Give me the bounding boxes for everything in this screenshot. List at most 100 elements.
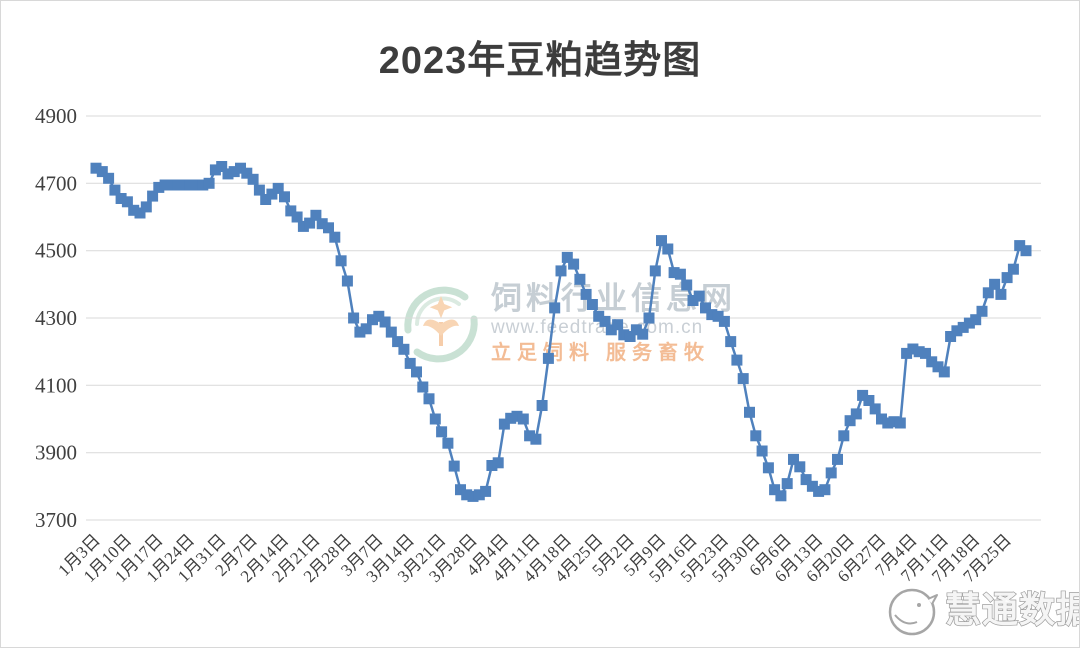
data-point-marker bbox=[599, 315, 611, 327]
data-point-marker bbox=[279, 191, 290, 203]
data-point-marker bbox=[938, 366, 950, 378]
data-point-marker bbox=[373, 310, 385, 322]
data-point-marker bbox=[209, 164, 221, 176]
data-point-marker bbox=[706, 309, 718, 321]
data-point-marker bbox=[668, 267, 680, 279]
y-tick-label: 4900 bbox=[35, 104, 77, 128]
data-point-marker bbox=[656, 235, 667, 247]
data-point-marker bbox=[813, 485, 825, 497]
data-point-marker bbox=[140, 201, 152, 213]
data-point-marker bbox=[700, 302, 711, 314]
y-tick-label: 4500 bbox=[35, 239, 77, 263]
data-point-marker bbox=[367, 314, 378, 326]
data-point-marker bbox=[354, 326, 366, 338]
data-point-marker bbox=[115, 193, 127, 204]
data-point-marker bbox=[266, 188, 278, 200]
data-point-marker bbox=[624, 331, 636, 342]
data-point-marker bbox=[850, 408, 862, 420]
data-point-marker bbox=[247, 173, 259, 185]
data-point-marker bbox=[832, 453, 843, 465]
chart-title: 2023年豆粕趋势图 bbox=[378, 40, 702, 82]
data-point-marker bbox=[335, 255, 347, 267]
data-point-marker bbox=[228, 166, 240, 178]
data-point-marker bbox=[542, 352, 554, 364]
data-point-marker bbox=[461, 489, 473, 501]
data-point-marker bbox=[926, 356, 938, 368]
data-point-marker bbox=[913, 346, 925, 358]
data-point-marker bbox=[888, 416, 900, 428]
data-point-marker bbox=[285, 205, 297, 217]
data-point-marker bbox=[976, 305, 988, 317]
data-point-marker bbox=[316, 218, 328, 230]
data-point-marker bbox=[800, 474, 812, 486]
data-point-marker bbox=[109, 184, 121, 196]
data-point-marker bbox=[505, 412, 517, 424]
data-point-marker bbox=[323, 222, 334, 234]
data-point-marker bbox=[329, 231, 341, 243]
data-point-marker bbox=[203, 177, 215, 189]
data-point-marker bbox=[442, 437, 454, 449]
data-point-marker bbox=[882, 417, 894, 429]
data-point-marker bbox=[561, 251, 573, 263]
data-point-marker bbox=[1001, 272, 1013, 284]
data-point-marker bbox=[147, 190, 159, 202]
data-point-marker bbox=[737, 373, 749, 385]
data-point-marker bbox=[744, 406, 755, 418]
data-point-marker bbox=[184, 179, 196, 191]
data-point-marker bbox=[951, 325, 963, 337]
data-point-marker bbox=[945, 331, 957, 342]
data-point-marker bbox=[272, 182, 284, 194]
data-point-marker bbox=[920, 347, 931, 359]
data-point-marker bbox=[932, 361, 944, 373]
data-point-marker bbox=[348, 312, 360, 324]
data-point-marker bbox=[963, 317, 975, 329]
gridlines bbox=[86, 115, 1041, 521]
data-point-marker bbox=[159, 179, 171, 191]
data-point-marker bbox=[863, 395, 875, 406]
data-point-marker bbox=[467, 490, 479, 502]
data-point-marker bbox=[511, 410, 523, 422]
data-point-marker bbox=[756, 445, 768, 457]
data-point-marker bbox=[750, 430, 762, 442]
data-point-marker bbox=[417, 381, 429, 393]
y-tick-label: 4700 bbox=[35, 171, 77, 195]
data-point-marker bbox=[197, 179, 209, 191]
price-series bbox=[90, 161, 1032, 502]
data-point-marker bbox=[448, 460, 460, 472]
data-point-marker bbox=[436, 426, 448, 438]
data-point-marker bbox=[455, 484, 466, 496]
data-point-marker bbox=[103, 172, 115, 184]
data-point-marker bbox=[762, 462, 774, 474]
data-point-marker bbox=[630, 324, 642, 336]
y-axis-labels: 3700 3900 4100 4300 4500 4700 4900 bbox=[35, 104, 77, 532]
data-point-marker bbox=[172, 179, 184, 191]
data-point-marker bbox=[637, 328, 649, 340]
data-point-marker bbox=[712, 310, 724, 322]
data-point-marker bbox=[1007, 263, 1019, 275]
data-point-marker bbox=[392, 336, 404, 348]
data-point-marker bbox=[825, 467, 837, 479]
data-point-marker bbox=[90, 162, 102, 174]
data-point-marker bbox=[806, 480, 818, 492]
data-point-marker bbox=[341, 275, 353, 287]
data-point-marker bbox=[222, 168, 234, 180]
data-point-marker bbox=[429, 413, 441, 425]
data-point-marker bbox=[165, 179, 177, 191]
data-point-marker bbox=[260, 194, 272, 205]
data-point-marker bbox=[360, 323, 372, 335]
price-line bbox=[95, 165, 1027, 498]
data-point-marker bbox=[982, 287, 994, 299]
data-point-marker bbox=[876, 413, 887, 425]
data-point-marker bbox=[869, 403, 881, 415]
data-point-marker bbox=[191, 179, 202, 191]
data-point-marker bbox=[568, 258, 580, 270]
data-point-marker bbox=[857, 389, 869, 401]
data-point-marker bbox=[907, 343, 919, 355]
data-point-marker bbox=[894, 417, 906, 429]
data-point-marker bbox=[536, 400, 548, 411]
data-point-marker bbox=[404, 357, 416, 369]
data-point-marker bbox=[304, 217, 316, 229]
data-point-marker bbox=[693, 290, 705, 302]
data-point-marker bbox=[297, 220, 309, 232]
